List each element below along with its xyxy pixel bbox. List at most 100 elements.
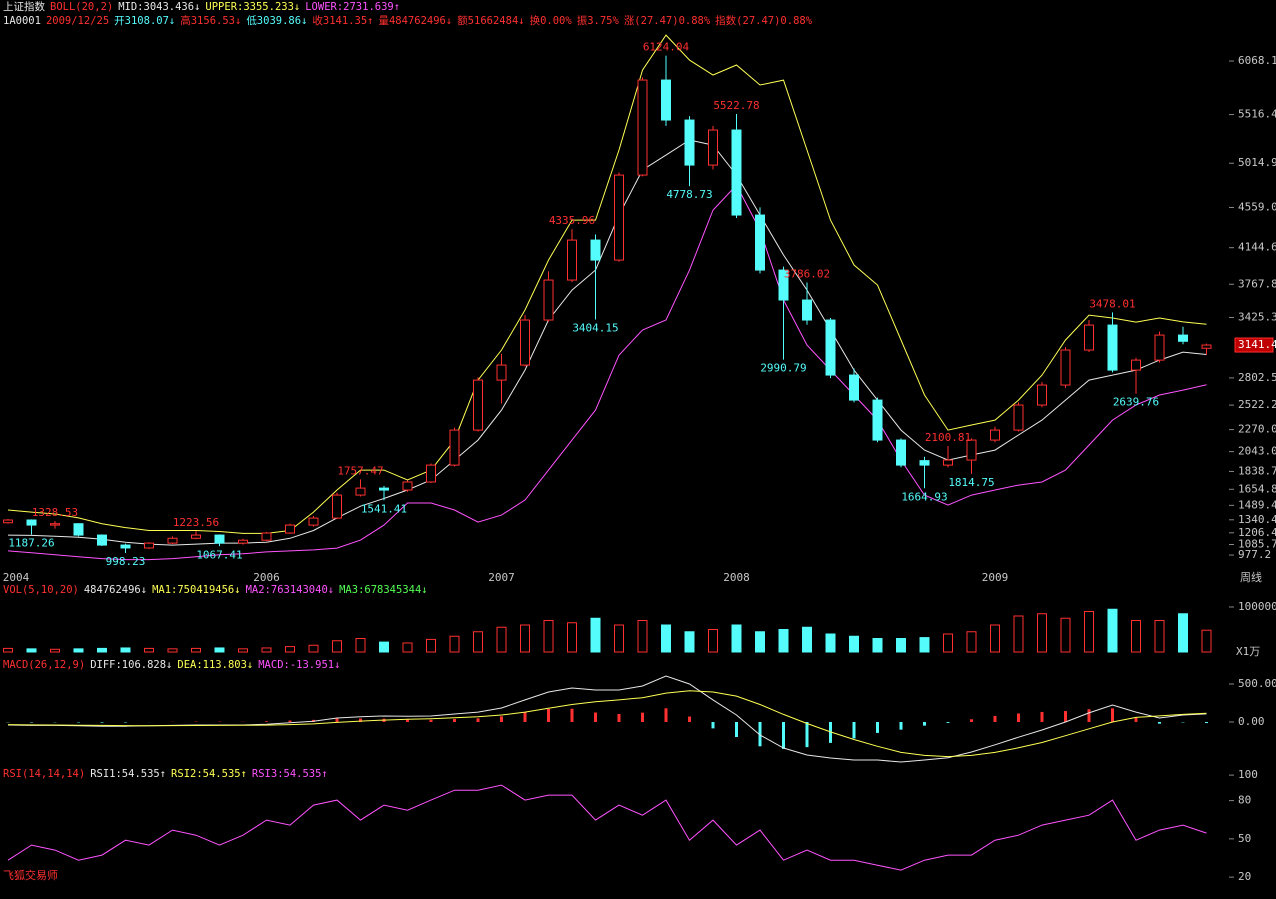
header-item: MACD:-13.951↓	[258, 659, 341, 671]
candle-body	[1013, 404, 1024, 431]
volume-bar	[120, 647, 131, 653]
volume-bar	[1013, 615, 1024, 653]
candle-body	[990, 429, 1000, 441]
candle-body	[308, 517, 319, 526]
header-item: 开3108.07↓	[114, 15, 176, 27]
candle-body	[332, 494, 342, 519]
x-tick-label: 2008	[723, 571, 750, 584]
y-tick-label: 100	[1238, 768, 1258, 781]
volume-bar	[802, 626, 812, 653]
high-label: 2100.81	[925, 431, 971, 444]
volume-bar	[402, 642, 413, 653]
unit-label: X1万	[1236, 645, 1260, 658]
candle-body	[426, 464, 436, 483]
header-item: 涨(27.47)0.88%	[623, 15, 711, 27]
volume-bar	[755, 631, 765, 653]
low-label: 1067.41	[196, 548, 242, 561]
x-tick-label: 2007	[488, 571, 515, 584]
volume-bar	[26, 648, 37, 653]
diff-line	[7, 675, 1207, 763]
y-tick-label: 5014.9	[1238, 156, 1276, 169]
candle-body	[167, 537, 178, 544]
candle-body	[661, 79, 671, 121]
candle-body	[896, 439, 906, 466]
volume-bar	[238, 648, 248, 653]
high-label: 3478.01	[1089, 297, 1135, 310]
volume-bar	[520, 624, 530, 653]
low-label: 998.23	[106, 555, 146, 568]
high-label: 1328.53	[32, 506, 78, 519]
boll-mid	[7, 139, 1207, 546]
volume-bar	[943, 633, 953, 653]
volume-bar	[708, 629, 718, 653]
candle-body	[50, 523, 60, 526]
volume-bar	[1060, 617, 1071, 653]
last-price-label: 3141.4	[1238, 338, 1276, 351]
boll-upper	[7, 34, 1207, 534]
volume-bar	[1084, 611, 1094, 653]
volume-bar	[637, 620, 648, 653]
low-label: 1187.26	[8, 537, 54, 550]
indicator-header: 上证指数 BOLL(20,2) MID:3043.436↓ UPPER:3355.23…	[3, 1, 405, 14]
candle-body	[543, 279, 554, 321]
volume-bar	[379, 641, 389, 653]
volume-bar	[614, 624, 624, 653]
volume-bar	[496, 626, 507, 653]
candle-body	[1060, 349, 1071, 386]
volume-bar	[332, 640, 342, 653]
volume-bar	[731, 624, 742, 653]
candle-body	[238, 539, 248, 544]
x-tick-label: 2009	[982, 571, 1009, 584]
candle-body	[614, 174, 624, 261]
candle-body	[261, 532, 272, 541]
volume-bar	[191, 647, 201, 653]
header-item: 振3.75%	[576, 15, 619, 27]
volume-bar	[896, 638, 906, 653]
candle-body	[473, 379, 483, 431]
high-label: 6124.04	[643, 41, 690, 54]
y-tick-label: 2802.5	[1238, 371, 1276, 384]
candle-body	[1084, 324, 1094, 351]
candle-body	[379, 487, 389, 491]
header-item: 上证指数	[3, 1, 45, 13]
high-label: 1223.56	[173, 516, 219, 529]
y-tick-label: 1489.4	[1238, 498, 1276, 511]
candle-body	[449, 429, 460, 466]
high-label: 4335.96	[549, 214, 595, 227]
header-item: LOWER:2731.639↑	[305, 1, 401, 13]
volume-bar	[97, 647, 107, 653]
indicator-header: MACD(26,12,9) DIFF:106.828↓ DEA:113.803↓ MA…	[3, 659, 345, 672]
volume-bar	[990, 624, 1000, 653]
volume-bar	[567, 622, 577, 653]
y-tick-label: 977.2	[1238, 548, 1271, 561]
candle-body	[214, 534, 225, 544]
candle-body	[919, 460, 930, 466]
candle-body	[97, 534, 107, 546]
header-item: 收3141.35↑	[312, 15, 374, 27]
candle-body	[520, 319, 530, 366]
volume-bar	[872, 638, 883, 653]
volume-bar	[919, 637, 930, 653]
y-tick-label: 1206.4	[1238, 526, 1276, 539]
y-tick-label: 80	[1238, 794, 1251, 807]
header-item: VOL(5,10,20)	[3, 584, 79, 596]
candle-body	[966, 439, 977, 461]
volume-bar	[261, 647, 272, 653]
candle-body	[3, 519, 13, 524]
volume-bar	[355, 638, 366, 653]
y-tick-label: 4559.0	[1238, 200, 1276, 213]
y-tick-label: 2522.2	[1238, 398, 1276, 411]
candle-body	[731, 129, 742, 216]
candle-body	[1107, 324, 1118, 371]
y-tick-label: 1085.7	[1238, 538, 1276, 551]
header-item: 484762496↓	[83, 584, 148, 596]
header-item: DIFF:106.828↓	[90, 659, 173, 671]
candle-body	[778, 269, 789, 301]
volume-bar	[590, 617, 601, 653]
candle-body	[191, 534, 201, 539]
volume-bar	[661, 624, 671, 653]
header-item: 低3039.86↓	[246, 15, 308, 27]
header-item: 指数(27.47)0.88%	[715, 15, 813, 27]
header-item: RSI3:54.535↑	[251, 768, 328, 780]
